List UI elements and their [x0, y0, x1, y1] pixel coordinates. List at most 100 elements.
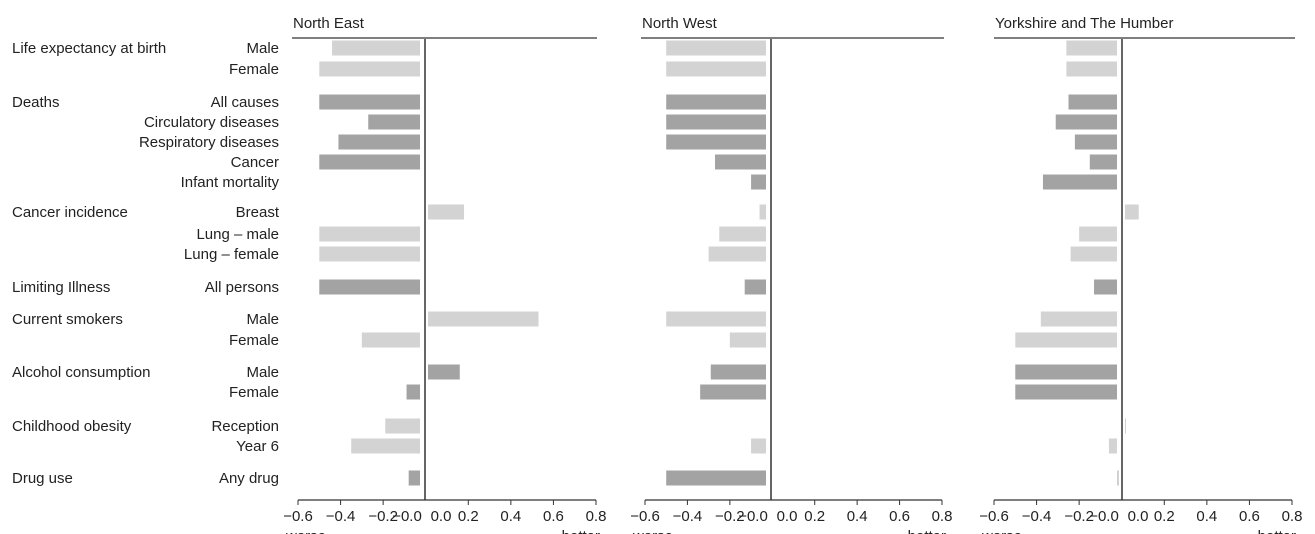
- bar: [1108, 438, 1117, 454]
- bar: [319, 226, 420, 242]
- panel-3: Yorkshire and The Humber −0.6 −0.4 −0.2−0.0…: [979, 15, 1302, 534]
- x-tick-label: 0.4: [1196, 508, 1217, 525]
- x-tick-label: −0.2: [368, 508, 398, 525]
- panel-2: North West −0.6 −0.4 −0.2−0.0 0.0 0.2 0.4 0.6 0.…: [630, 15, 952, 534]
- x-tick-label: 0.6: [1239, 508, 1260, 525]
- row-group-label: Alcohol consumption: [12, 364, 150, 381]
- x-tick-label: 0.2: [1154, 508, 1175, 525]
- bar: [666, 114, 766, 130]
- x-tick-label: 0.2: [804, 508, 825, 525]
- bar: [319, 154, 420, 170]
- bar: [428, 204, 465, 220]
- bar: [715, 154, 766, 170]
- x-tick-label: 0.2: [458, 508, 479, 525]
- bar: [744, 279, 766, 295]
- bar: [368, 114, 420, 130]
- x-tick-label: −0.6: [979, 508, 1009, 525]
- bar: [1015, 384, 1117, 400]
- bar: [1125, 204, 1139, 220]
- bar: [408, 470, 420, 486]
- bar: [1068, 94, 1117, 110]
- bar: [1125, 418, 1126, 434]
- worse-label: worse: [981, 528, 1022, 534]
- bar: [1094, 279, 1117, 295]
- panel-title: North West: [642, 15, 718, 32]
- bar: [338, 134, 420, 150]
- row-group-label: Life expectancy at birth: [12, 40, 166, 57]
- x-tick-label: 0.0: [431, 508, 452, 525]
- better-label: better: [1258, 528, 1296, 534]
- row-item-label: Reception: [211, 418, 279, 435]
- row-group-label: Drug use: [12, 470, 73, 487]
- row-item-label: Breast: [236, 204, 280, 221]
- bar: [428, 364, 460, 380]
- row-labels: Life expectancy at birth Male Female Deaths…: [12, 40, 280, 487]
- row-item-label: Any drug: [219, 470, 279, 487]
- bar: [1066, 61, 1117, 77]
- x-tick-label: −0.0: [738, 508, 768, 525]
- row-item-label: Male: [246, 364, 279, 381]
- row-item-label: Female: [229, 332, 279, 349]
- bar: [332, 40, 420, 56]
- x-tick-label: 0.4: [500, 508, 521, 525]
- x-tick-label: 0.8: [1282, 508, 1303, 525]
- row-item-label: Lung – male: [196, 226, 279, 243]
- worse-label: worse: [632, 528, 673, 534]
- x-tick-label: 0.6: [889, 508, 910, 525]
- bar: [666, 470, 766, 486]
- bar: [708, 246, 766, 262]
- bar: [361, 332, 420, 348]
- bar: [385, 418, 420, 434]
- better-label: better: [908, 528, 946, 534]
- bar: [1066, 40, 1117, 56]
- bar: [319, 61, 420, 77]
- bar: [759, 204, 766, 220]
- bar: [319, 94, 420, 110]
- panel-1: North East −0.6 −0.4 −0.2−0.0 0.0 0.2 0.4 0.6 0.…: [283, 15, 606, 534]
- bar: [719, 226, 766, 242]
- bar: [319, 246, 420, 262]
- bar: [428, 311, 539, 327]
- row-item-label: Male: [246, 311, 279, 328]
- bar: [666, 40, 766, 56]
- bar: [729, 332, 766, 348]
- bar: [710, 364, 766, 380]
- x-tick-label: −0.2: [715, 508, 745, 525]
- x-tick-label: −0.4: [326, 508, 356, 525]
- panel-title: North East: [293, 15, 365, 32]
- x-tick-label: −0.0: [392, 508, 422, 525]
- bar: [351, 438, 420, 454]
- x-tick-label: −0.0: [1089, 508, 1119, 525]
- row-item-label: All persons: [205, 279, 279, 296]
- bar: [1015, 332, 1117, 348]
- bar: [751, 438, 766, 454]
- bar: [1074, 134, 1117, 150]
- chart-panels: North East−0.6 −0.4 −0.2−0.0 0.0 0.2 0.4 0.6 0.…: [283, 15, 1302, 534]
- x-tick-label: 0.4: [847, 508, 868, 525]
- x-tick-label: 0.8: [932, 508, 953, 525]
- bar: [1079, 226, 1117, 242]
- row-item-label: All causes: [211, 94, 279, 111]
- x-tick-label: 0.0: [1128, 508, 1149, 525]
- row-item-label: Infant mortality: [181, 174, 280, 191]
- row-item-label: Circulatory diseases: [144, 114, 279, 131]
- x-tick-label: 0.6: [543, 508, 564, 525]
- bar: [1040, 311, 1117, 327]
- panel-title: Yorkshire and The Humber: [995, 15, 1173, 32]
- row-item-label: Female: [229, 384, 279, 401]
- bar: [751, 174, 766, 190]
- x-tick-label: −0.4: [1022, 508, 1052, 525]
- x-tick-label: −0.4: [673, 508, 703, 525]
- worse-label: worse: [285, 528, 326, 534]
- row-group-label: Limiting Illness: [12, 279, 110, 296]
- row-group-label: Childhood obesity: [12, 418, 132, 435]
- bar: [1042, 174, 1117, 190]
- bar: [666, 311, 766, 327]
- bar: [1070, 246, 1117, 262]
- better-label: better: [562, 528, 600, 534]
- x-tick-label: −0.6: [283, 508, 313, 525]
- row-item-label: Female: [229, 61, 279, 78]
- bar: [1117, 470, 1119, 486]
- x-tick-label: −0.2: [1064, 508, 1094, 525]
